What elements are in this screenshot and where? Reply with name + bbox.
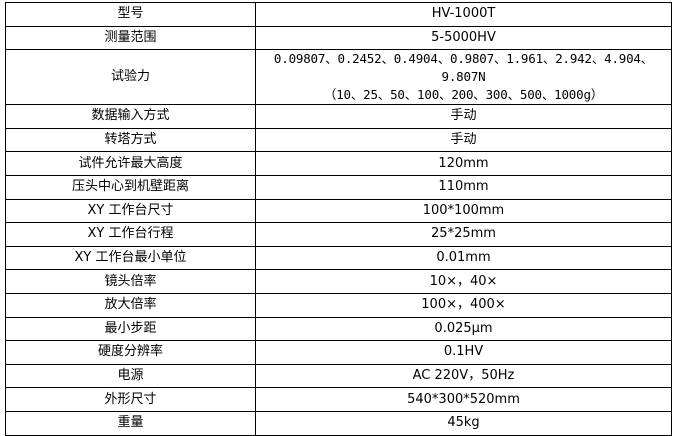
table-row: 重量 45kg: [5, 410, 672, 436]
table-row: 外形尺寸 540*300*520mm: [5, 387, 672, 412]
spec-value-line: 0.09807、0.2452、0.4904、0.9807、1.961、2.942…: [273, 51, 654, 85]
spec-label: 压头中心到机壁距离: [5, 174, 256, 200]
spec-label: 重量: [5, 410, 256, 436]
spec-value: 10×，40×: [255, 269, 672, 294]
spec-value: 100×，400×: [255, 292, 672, 318]
spec-value: 100*100mm: [255, 198, 672, 224]
table-row: 型号 HV-1000T: [5, 2, 672, 27]
spec-value: 25*25mm: [255, 222, 672, 247]
table-row: 试验力 0.09807、0.2452、0.4904、0.9807、1.961、2.…: [5, 49, 672, 106]
spec-label: 镜头倍率: [5, 269, 256, 294]
spec-label: 试验力: [5, 49, 256, 106]
spec-label: XY 工作台最小单位: [5, 245, 256, 271]
spec-value: AC 220V，50Hz: [255, 363, 672, 389]
table-row: XY 工作台尺寸 100*100mm: [5, 198, 672, 224]
spec-value: 0.025μm: [255, 316, 672, 342]
spec-label: 放大倍率: [5, 292, 256, 318]
spec-label: 试件允许最大高度: [5, 151, 256, 176]
spec-label: 测量范围: [5, 25, 256, 51]
table-row: 硬度分辨率 0.1HV: [5, 340, 672, 365]
spec-label: 硬度分辨率: [5, 340, 256, 365]
spec-value: 120mm: [255, 151, 672, 176]
spec-value: 手动: [255, 127, 672, 153]
table-row: 试件允许最大高度 120mm: [5, 151, 672, 176]
spec-label: XY 工作台行程: [5, 222, 256, 247]
spec-label: XY 工作台尺寸: [5, 198, 256, 224]
spec-value: 手动: [255, 104, 672, 129]
spec-label: 转塔方式: [5, 127, 256, 153]
table-row: 电源 AC 220V，50Hz: [5, 363, 672, 389]
spec-label: 数据输入方式: [5, 104, 256, 129]
table-row: 放大倍率 100×，400×: [5, 292, 672, 318]
spec-value: 540*300*520mm: [255, 387, 672, 412]
table-row: 测量范围 5-5000HV: [5, 25, 672, 51]
spec-value: 0.01mm: [255, 245, 672, 271]
spec-value: 110mm: [255, 174, 672, 200]
spec-label: 型号: [5, 2, 256, 27]
spec-label: 外形尺寸: [5, 387, 256, 412]
spec-label: 电源: [5, 363, 256, 389]
spec-label: 最小步距: [5, 316, 256, 342]
spec-value: 45kg: [255, 410, 672, 436]
spec-value: HV-1000T: [255, 2, 672, 27]
table-row: 数据输入方式 手动: [5, 104, 672, 129]
table-row: 转塔方式 手动: [5, 127, 672, 153]
spec-value: 5-5000HV: [255, 25, 672, 51]
spec-value: 0.1HV: [255, 340, 672, 365]
table-row: 最小步距 0.025μm: [5, 316, 672, 342]
spec-table: 型号 HV-1000T 测量范围 5-5000HV 试验力 0.09807、0.2452、…: [5, 2, 672, 436]
table-row: 镜头倍率 10×，40×: [5, 269, 672, 294]
spec-value-line: （10、25、50、100、200、300、500、1000g）: [323, 87, 604, 103]
table-row: XY 工作台行程 25*25mm: [5, 222, 672, 247]
table-row: 压头中心到机壁距离 110mm: [5, 174, 672, 200]
table-row: XY 工作台最小单位 0.01mm: [5, 245, 672, 271]
spec-value: 0.09807、0.2452、0.4904、0.9807、1.961、2.942…: [255, 49, 672, 106]
